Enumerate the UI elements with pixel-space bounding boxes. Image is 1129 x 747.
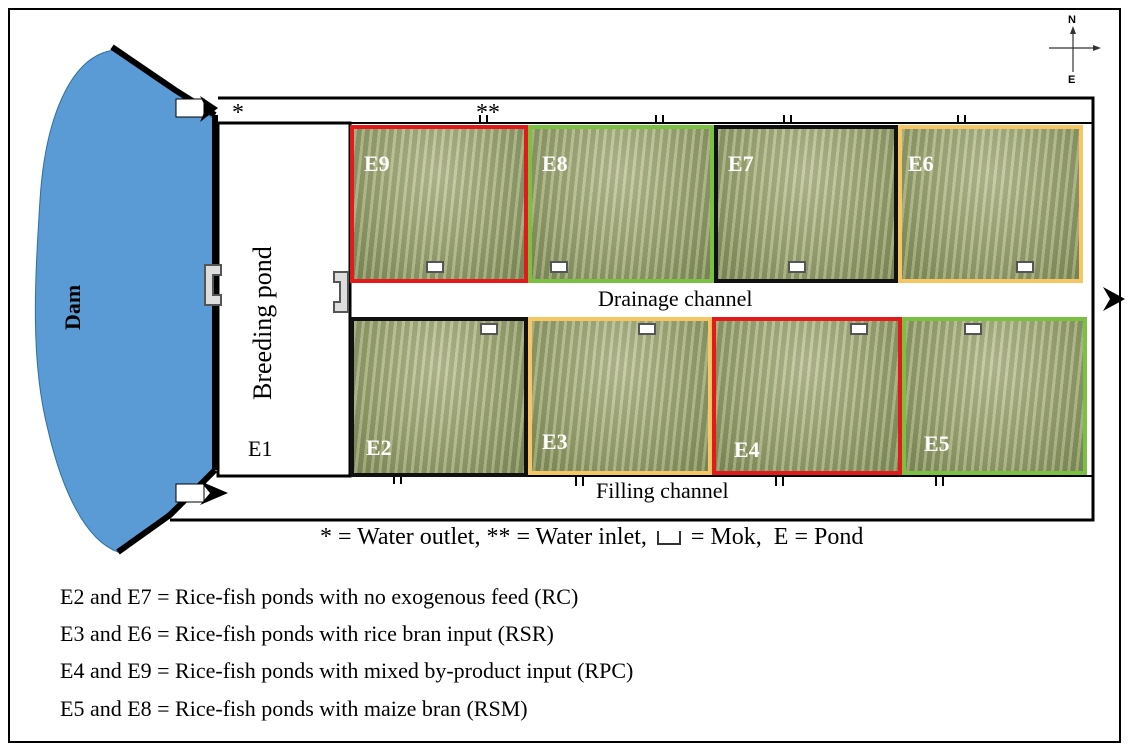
key-pond: E = Pond: [773, 524, 864, 550]
pond-e9-label: E9: [364, 151, 390, 176]
mok-key-icon: [656, 531, 681, 546]
breeding-pond-id: E1: [248, 436, 273, 461]
filling-channel-label: Filling channel: [596, 478, 729, 503]
mok-icon: [638, 323, 656, 335]
inlet-arrow-icon: [200, 481, 228, 505]
outlet-arrow-icon: [200, 96, 218, 122]
pond-e2-label: E2: [366, 435, 392, 460]
pond-e3: E3: [528, 317, 712, 475]
pond-e2: E2: [350, 317, 528, 477]
breeding-mok-icon: [333, 271, 349, 313]
pond-e5-label: E5: [924, 431, 950, 456]
pond-e7-label: E7: [728, 151, 754, 176]
treatment-line-4: E5 and E8 = Rice-fish ponds with maize b…: [60, 696, 528, 721]
mok-icon: [788, 261, 806, 273]
mok-icon: [964, 323, 982, 335]
dam-label: Dam: [60, 284, 85, 330]
pond-e9: E9: [350, 125, 528, 283]
pond-e3-label: E3: [542, 429, 568, 454]
pond-e4-label: E4: [734, 437, 760, 462]
mok-icon: [850, 323, 868, 335]
treatment-line-1: E2 and E7 = Rice-fish ponds with no exog…: [60, 584, 579, 609]
pond-e5: E5: [902, 317, 1087, 475]
mok-icon: [426, 261, 444, 273]
mok-icon: [1016, 261, 1034, 273]
drainage-channel-label: Drainage channel: [598, 286, 753, 311]
perimeter-top: [170, 96, 1095, 522]
key-mok: = Mok,: [690, 524, 762, 550]
dam-mok-icon: [204, 264, 222, 306]
breeding-pond-outline: [216, 121, 352, 478]
treatment-line-3: E4 and E9 = Rice-fish ponds with mixed b…: [60, 658, 634, 683]
pond-e7: E7: [714, 125, 898, 283]
pond-e6-label: E6: [908, 151, 934, 176]
outlet-marker: *: [232, 100, 244, 126]
compass-arrows-icon: [1049, 26, 1101, 72]
symbol-key: * = Water outlet, ** = Water inlet, = Mo…: [320, 524, 863, 551]
pond-e8: E8: [528, 125, 714, 283]
pond-e8-label: E8: [542, 151, 568, 176]
dam-shape: [34, 49, 216, 553]
compass: N E: [1045, 14, 1101, 86]
breeding-pond-label: Breeding pond: [248, 246, 277, 400]
drain-exit-arrow-icon: [1103, 287, 1125, 311]
compass-east-label: E: [1068, 74, 1076, 86]
site-layout: [34, 44, 1125, 555]
treatment-line-2: E3 and E6 = Rice-fish ponds with rice br…: [60, 621, 554, 646]
compass-north-label: N: [1068, 14, 1076, 26]
key-outlet: * = Water outlet,: [320, 524, 481, 550]
pond-e4: E4: [712, 317, 902, 475]
pond-e6: E6: [898, 125, 1083, 283]
mok-icon: [480, 323, 498, 335]
inlet-marker: **: [476, 100, 500, 126]
mok-icon: [550, 261, 568, 273]
key-inlet: ** = Water inlet,: [486, 524, 647, 550]
figure-frame: [8, 8, 1121, 743]
